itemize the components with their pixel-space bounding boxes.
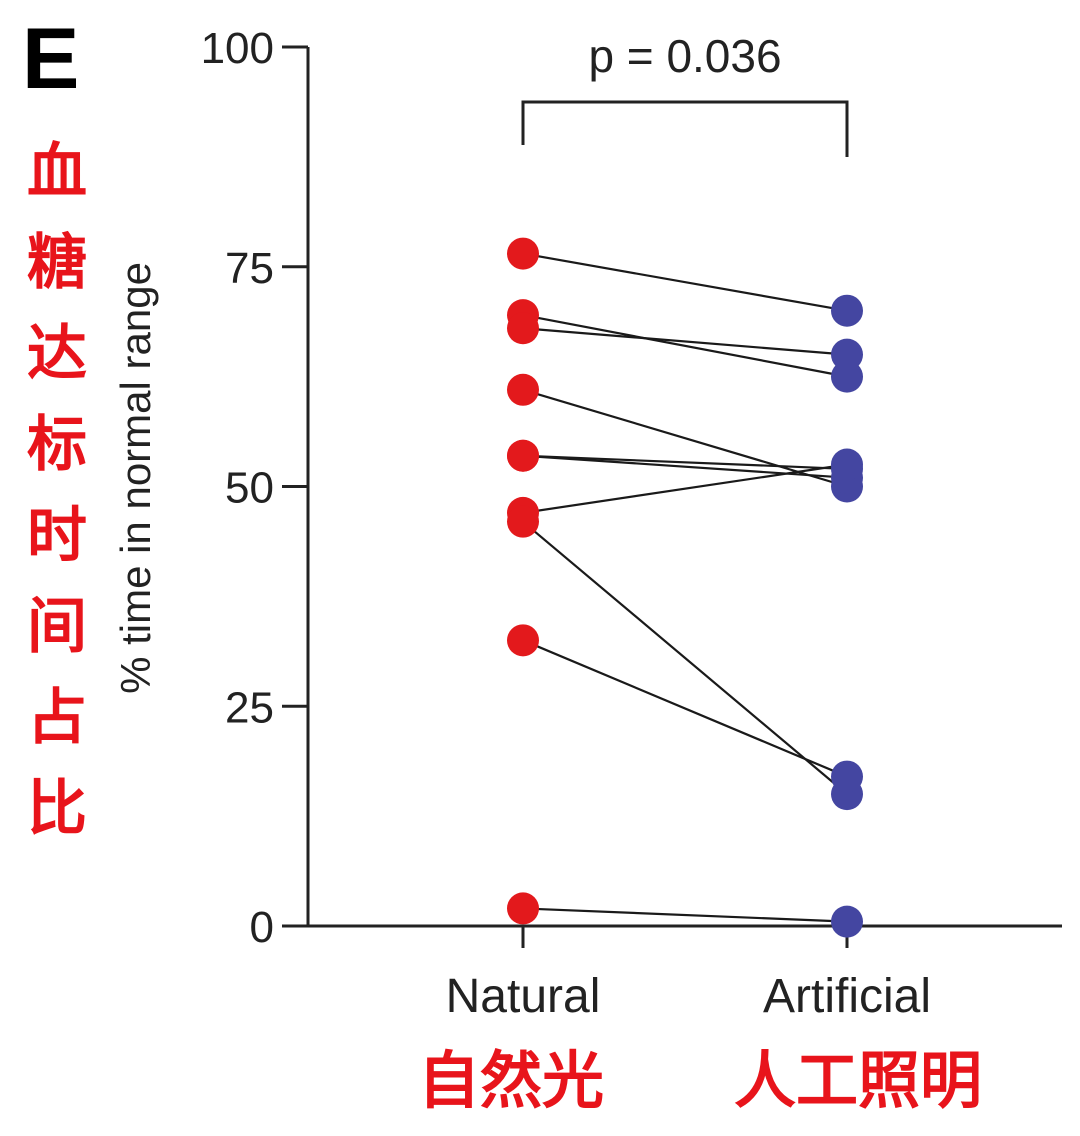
artificial-point bbox=[831, 360, 863, 393]
chinese-x-label: 人工照明 bbox=[734, 1047, 982, 1116]
chinese-x-label: 自然光 bbox=[418, 1047, 604, 1116]
artificial-point bbox=[831, 448, 863, 481]
artificial-point bbox=[831, 338, 863, 371]
category-label: Artificial bbox=[763, 970, 931, 1023]
axes bbox=[306, 47, 1062, 928]
chinese-y-label-char: 时 bbox=[27, 502, 87, 569]
pair-line bbox=[522, 252, 848, 312]
pair-lines bbox=[522, 252, 848, 923]
y-tick-label: 25 bbox=[225, 683, 274, 732]
natural-point bbox=[507, 373, 539, 406]
y-ticks: 0 25 50 75 100 bbox=[201, 24, 308, 952]
natural-point bbox=[507, 312, 539, 345]
bracket-line bbox=[521, 100, 849, 157]
y-tick-label: 75 bbox=[225, 244, 274, 293]
y-tick-label: 100 bbox=[201, 24, 274, 73]
chinese-y-label-char: 占 bbox=[27, 684, 87, 751]
significance-bracket: p = 0.036 bbox=[521, 30, 849, 157]
natural-point bbox=[507, 237, 539, 270]
pair-line bbox=[522, 454, 848, 479]
chinese-y-label-char: 标 bbox=[27, 411, 87, 478]
pair-line bbox=[522, 463, 848, 514]
y-axis-title: % time in normal range bbox=[112, 262, 159, 694]
category-label: Natural bbox=[446, 970, 601, 1023]
data-points bbox=[507, 237, 863, 938]
pair-line bbox=[522, 327, 848, 356]
pair-line bbox=[522, 314, 848, 378]
chinese-y-label-char: 比 bbox=[27, 775, 87, 842]
pair-line bbox=[522, 454, 848, 471]
chinese-y-label-char: 间 bbox=[27, 593, 87, 660]
natural-point bbox=[507, 505, 539, 538]
panel-letter: E bbox=[22, 11, 79, 107]
pair-line bbox=[522, 907, 848, 923]
chinese-x-labels: 自然光 人工照明 bbox=[418, 1047, 982, 1116]
pair-line bbox=[522, 388, 848, 488]
x-ticks bbox=[521, 926, 849, 948]
chinese-y-label-char: 血 bbox=[27, 138, 87, 205]
natural-point bbox=[507, 439, 539, 472]
y-tick-label: 50 bbox=[225, 464, 274, 513]
category-labels: Natural Artificial bbox=[446, 970, 931, 1023]
natural-point bbox=[507, 892, 539, 925]
artificial-point bbox=[831, 905, 863, 938]
chinese-y-label-char: 达 bbox=[27, 320, 87, 387]
pair-line bbox=[522, 520, 848, 795]
artificial-point bbox=[831, 294, 863, 327]
pair-line bbox=[522, 639, 848, 778]
p-value: p = 0.036 bbox=[588, 30, 781, 82]
natural-point bbox=[507, 624, 539, 657]
artificial-point bbox=[831, 760, 863, 793]
y-tick-label: 0 bbox=[250, 903, 274, 952]
chinese-y-label-char: 糖 bbox=[27, 229, 87, 296]
